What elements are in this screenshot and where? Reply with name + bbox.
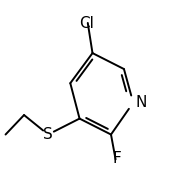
Text: N: N — [135, 95, 146, 110]
Text: F: F — [112, 151, 121, 166]
Text: Cl: Cl — [80, 16, 94, 31]
Text: S: S — [43, 127, 53, 142]
